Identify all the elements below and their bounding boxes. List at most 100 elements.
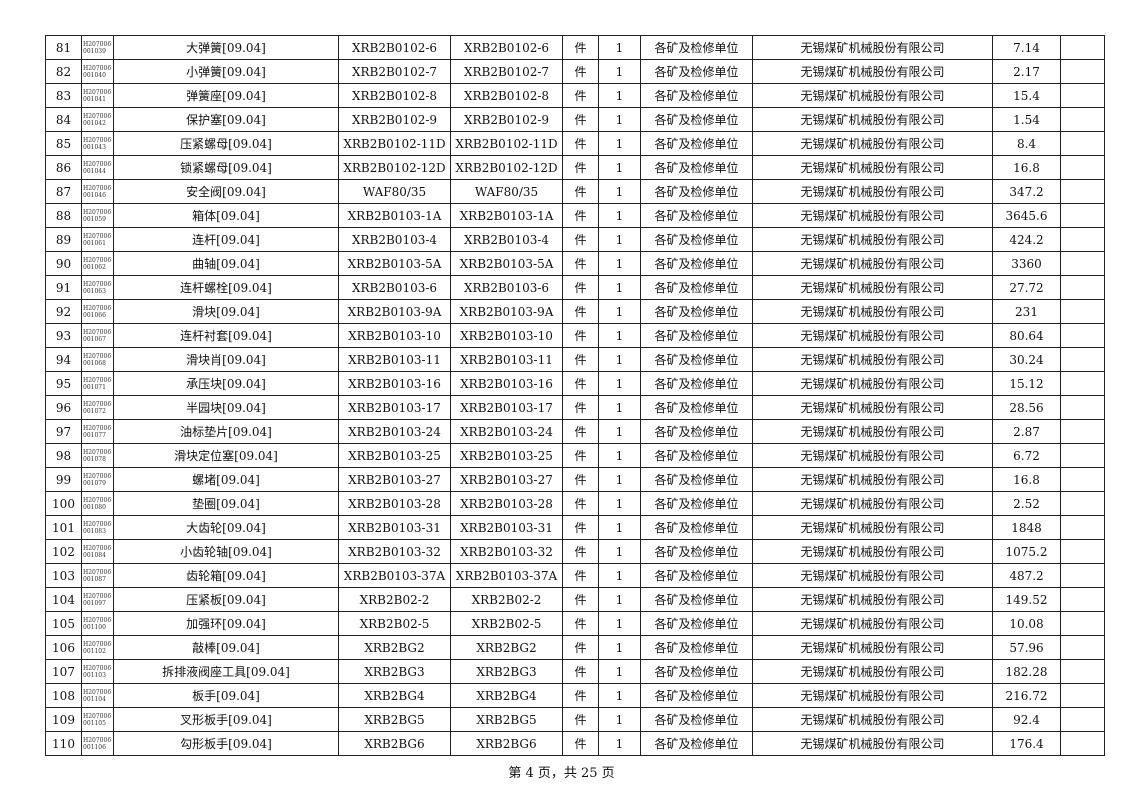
drawing-number-cell: XRB2B0103-1A: [450, 203, 563, 228]
remark-cell: [1060, 275, 1105, 300]
quantity-cell: 1: [598, 419, 641, 444]
material-code-line: H207006: [83, 184, 112, 192]
unit-price-cell: 424.2: [992, 227, 1061, 252]
unit-price-cell: 3645.6: [992, 203, 1061, 228]
user-unit-cell: 各矿及检修单位: [640, 251, 753, 276]
drawing-number-cell: XRB2B0103-37A: [450, 563, 563, 588]
material-code-line: 001104: [83, 695, 106, 703]
part-name-cell: 滑块肖[09.04]: [113, 347, 339, 372]
drawing-number-cell: XRB2B0103-16: [450, 371, 563, 396]
unit-cell: 件: [562, 659, 599, 684]
unit-price-cell: 80.64: [992, 323, 1061, 348]
remark-cell: [1060, 107, 1105, 132]
quantity-cell: 1: [598, 707, 641, 732]
material-code-line: H207006: [83, 112, 112, 120]
row-number-cell: 102: [45, 539, 82, 564]
unit-price-cell: 347.2: [992, 179, 1061, 204]
part-name-cell: 连杆螺栓[09.04]: [113, 275, 339, 300]
quantity-cell: 1: [598, 683, 641, 708]
material-code-line: 001067: [83, 335, 106, 343]
unit-cell: 件: [562, 251, 599, 276]
user-unit-cell: 各矿及检修单位: [640, 155, 753, 180]
remark-cell: [1060, 83, 1105, 108]
row-number-cell: 94: [45, 347, 82, 372]
material-code-cell: H207006 001102: [81, 635, 114, 660]
part-name-cell: 小弹簧[09.04]: [113, 59, 339, 84]
part-name-cell: 叉形板手[09.04]: [113, 707, 339, 732]
drawing-number-cell: XRB2B0103-11: [450, 347, 563, 372]
manufacturer-cell: 无锡煤矿机械股份有限公司: [752, 347, 993, 372]
part-name-cell: 加强环[09.04]: [113, 611, 339, 636]
remark-cell: [1060, 707, 1105, 732]
row-number-cell: 82: [45, 59, 82, 84]
material-code-line: H207006: [83, 688, 112, 696]
unit-price-cell: 15.12: [992, 371, 1061, 396]
quantity-cell: 1: [598, 299, 641, 324]
unit-price-cell: 176.4: [992, 731, 1061, 756]
user-unit-cell: 各矿及检修单位: [640, 611, 753, 636]
material-code-line: 001059: [83, 215, 106, 223]
unit-cell: 件: [562, 731, 599, 756]
drawing-number-cell: XRB2B0103-24: [450, 419, 563, 444]
unit-price-cell: 3360: [992, 251, 1061, 276]
quantity-cell: 1: [598, 731, 641, 756]
unit-price-cell: 30.24: [992, 347, 1061, 372]
spec-model-cell: XRB2B0103-31: [338, 515, 451, 540]
part-name-cell: 压紧板[09.04]: [113, 587, 339, 612]
material-code-line: 001103: [83, 671, 106, 679]
part-name-cell: 连杆衬套[09.04]: [113, 323, 339, 348]
manufacturer-cell: 无锡煤矿机械股份有限公司: [752, 467, 993, 492]
manufacturer-cell: 无锡煤矿机械股份有限公司: [752, 227, 993, 252]
table-row: 81 H207006 001039 大弹簧[09.04] XRB2B0102-6 XRB2…: [45, 35, 1105, 60]
material-code-line: H207006: [83, 40, 112, 48]
material-code-cell: H207006 001104: [81, 683, 114, 708]
spec-model-cell: XRB2B0103-17: [338, 395, 451, 420]
user-unit-cell: 各矿及检修单位: [640, 515, 753, 540]
manufacturer-cell: 无锡煤矿机械股份有限公司: [752, 371, 993, 396]
quantity-cell: 1: [598, 203, 641, 228]
drawing-number-cell: XRB2B0103-32: [450, 539, 563, 564]
spec-model-cell: XRB2B0103-11: [338, 347, 451, 372]
drawing-number-cell: XRB2BG6: [450, 731, 563, 756]
remark-cell: [1060, 203, 1105, 228]
drawing-number-cell: XRB2BG3: [450, 659, 563, 684]
table-row: 92 H207006 001066 滑块[09.04] XRB2B0103-9A XRB2…: [45, 299, 1105, 324]
row-number-cell: 109: [45, 707, 82, 732]
material-code-line: 001084: [83, 551, 106, 559]
quantity-cell: 1: [598, 515, 641, 540]
material-code-cell: H207006 001063: [81, 275, 114, 300]
quantity-cell: 1: [598, 179, 641, 204]
material-code-line: 001039: [83, 47, 106, 55]
drawing-number-cell: XRB2B0102-6: [450, 35, 563, 60]
drawing-number-cell: XRB2B0103-27: [450, 467, 563, 492]
drawing-number-cell: XRB2B0102-8: [450, 83, 563, 108]
material-code-cell: H207006 001084: [81, 539, 114, 564]
drawing-number-cell: XRB2B0102-11D: [450, 131, 563, 156]
material-code-line: 001044: [83, 167, 106, 175]
material-code-cell: H207006 001100: [81, 611, 114, 636]
unit-cell: 件: [562, 395, 599, 420]
material-code-line: 001061: [83, 239, 106, 247]
remark-cell: [1060, 443, 1105, 468]
part-name-cell: 压紧螺母[09.04]: [113, 131, 339, 156]
unit-cell: 件: [562, 59, 599, 84]
table-row: 106 H207006 001102 敲棒[09.04] XRB2BG2 XRB2BG2 件…: [45, 635, 1105, 660]
material-code-line: 001105: [83, 719, 106, 727]
unit-price-cell: 2.52: [992, 491, 1061, 516]
spec-model-cell: XRB2B0103-25: [338, 443, 451, 468]
unit-price-cell: 28.56: [992, 395, 1061, 420]
table-row: 89 H207006 001061 连杆[09.04] XRB2B0103-4 XRB2B…: [45, 227, 1105, 252]
row-number-cell: 83: [45, 83, 82, 108]
quantity-cell: 1: [598, 443, 641, 468]
table-row: 90 H207006 001062 曲轴[09.04] XRB2B0103-5A XRB2…: [45, 251, 1105, 276]
material-code-cell: H207006 001044: [81, 155, 114, 180]
remark-cell: [1060, 467, 1105, 492]
quantity-cell: 1: [598, 347, 641, 372]
material-code-line: H207006: [83, 736, 112, 744]
drawing-number-cell: XRB2B0102-9: [450, 107, 563, 132]
drawing-number-cell: XRB2B02-2: [450, 587, 563, 612]
manufacturer-cell: 无锡煤矿机械股份有限公司: [752, 179, 993, 204]
unit-cell: 件: [562, 491, 599, 516]
remark-cell: [1060, 491, 1105, 516]
quantity-cell: 1: [598, 227, 641, 252]
